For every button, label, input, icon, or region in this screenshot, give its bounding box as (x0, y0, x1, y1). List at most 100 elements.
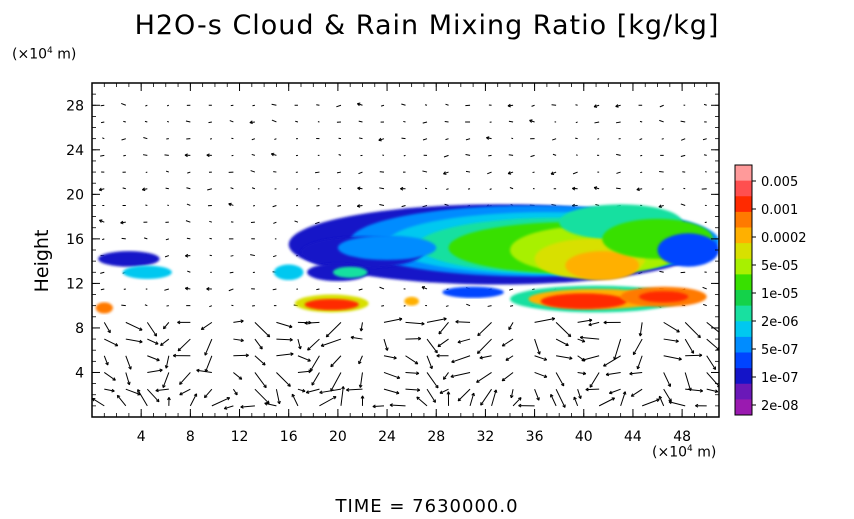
wind-vector (271, 103, 277, 106)
wind-vector-field (92, 102, 719, 410)
wind-vector (640, 171, 643, 174)
wind-vector (315, 171, 320, 174)
wind-vector (422, 204, 428, 208)
wind-vector (450, 371, 471, 378)
colorbar-swatch (735, 196, 752, 213)
wind-vector (294, 220, 299, 223)
wind-vector (555, 372, 565, 387)
wind-vector (272, 204, 277, 208)
wind-vector-head (615, 106, 619, 108)
wind-vector (466, 303, 471, 307)
wind-vector (616, 153, 621, 156)
cloud-region (95, 302, 113, 314)
wind-vector (123, 154, 126, 157)
colorbar-label: 1e-05 (761, 287, 799, 302)
wind-vector (597, 138, 600, 140)
wind-vector (426, 372, 439, 389)
wind-vector (505, 355, 514, 361)
wind-vector-head (544, 374, 548, 378)
wind-vector (306, 388, 320, 394)
wind-vector-head (486, 137, 489, 140)
wind-vector-head (593, 187, 597, 190)
wind-vector (319, 396, 337, 407)
wind-vector-head (162, 385, 166, 388)
wind-vector (580, 336, 600, 340)
wind-vector (422, 170, 428, 173)
wind-vector (451, 355, 471, 363)
wind-vector (240, 405, 255, 408)
wind-vector (511, 137, 514, 140)
wind-vector-head (267, 400, 270, 404)
colorbar-swatch (735, 180, 752, 197)
wind-vector (444, 203, 449, 206)
wind-vector-head (507, 105, 511, 108)
colorbar-label: 0.001 (761, 203, 798, 218)
wind-vector (401, 137, 406, 140)
wind-vector-head (539, 351, 541, 355)
wind-vector-head (249, 122, 253, 125)
wind-vector (512, 397, 522, 407)
wind-vector (401, 204, 406, 208)
wind-vector-head (690, 387, 692, 391)
wind-vector (706, 388, 718, 393)
wind-vector-head (228, 203, 231, 207)
wind-vector-head (443, 317, 447, 320)
wind-vector-head (196, 369, 200, 373)
wind-vector (383, 371, 400, 379)
wind-vector-head (400, 188, 404, 191)
wind-vector-head (613, 357, 617, 361)
wind-vector (358, 120, 363, 123)
wind-vector (297, 370, 312, 373)
wind-vector (232, 388, 238, 396)
wind-vector (186, 203, 191, 206)
wind-vector (663, 355, 682, 360)
wind-vector (250, 170, 256, 173)
wind-vector-head (240, 319, 244, 322)
wind-vector (606, 371, 621, 376)
wind-vector-head (471, 392, 475, 396)
wind-vector (620, 391, 626, 407)
wind-vector (401, 103, 406, 106)
colorbar-swatch (735, 165, 752, 182)
wind-vector (457, 338, 471, 343)
wind-vector (532, 288, 535, 291)
wind-vector-head (157, 398, 160, 402)
wind-vector (555, 338, 569, 346)
wind-vector-head (330, 365, 334, 368)
wind-vector (598, 397, 615, 407)
wind-vector-head (240, 406, 244, 409)
wind-vector-head (675, 339, 679, 342)
wind-vector (309, 355, 320, 372)
wind-vector (476, 372, 492, 383)
wind-vector (383, 318, 403, 323)
wind-vector-head (372, 406, 376, 409)
wind-vector (443, 154, 449, 158)
wind-vector (424, 187, 428, 190)
wind-vector-head (629, 373, 633, 376)
wind-vector (254, 388, 270, 404)
wind-vector (296, 188, 299, 190)
wind-vector-head (139, 327, 143, 331)
colorbar-label: 2e-06 (761, 315, 799, 330)
wind-vector-head (308, 358, 311, 362)
wind-vector-head (588, 324, 592, 327)
wind-vector (316, 204, 320, 207)
wind-vector (315, 221, 320, 225)
wind-vector (100, 121, 105, 124)
wind-vector (383, 338, 388, 351)
x-tick-label: 48 (673, 429, 691, 445)
chart-title: H2O-s Cloud & Rain Mixing Ratio [kg/kg] (134, 10, 720, 41)
wind-vector (684, 372, 692, 391)
wind-vector (405, 355, 419, 365)
wind-vector-head (658, 206, 662, 209)
x-tick-label: 8 (186, 429, 195, 445)
wind-vector (165, 187, 169, 190)
wind-vector-head (326, 335, 330, 338)
wind-vector (185, 220, 191, 223)
y-tick-label: 12 (66, 276, 84, 292)
wind-vector (577, 389, 582, 399)
wind-vector-head (357, 205, 361, 208)
wind-vector-head (386, 347, 389, 351)
colorbar-swatch (735, 336, 752, 353)
wind-vector-head (589, 385, 593, 388)
